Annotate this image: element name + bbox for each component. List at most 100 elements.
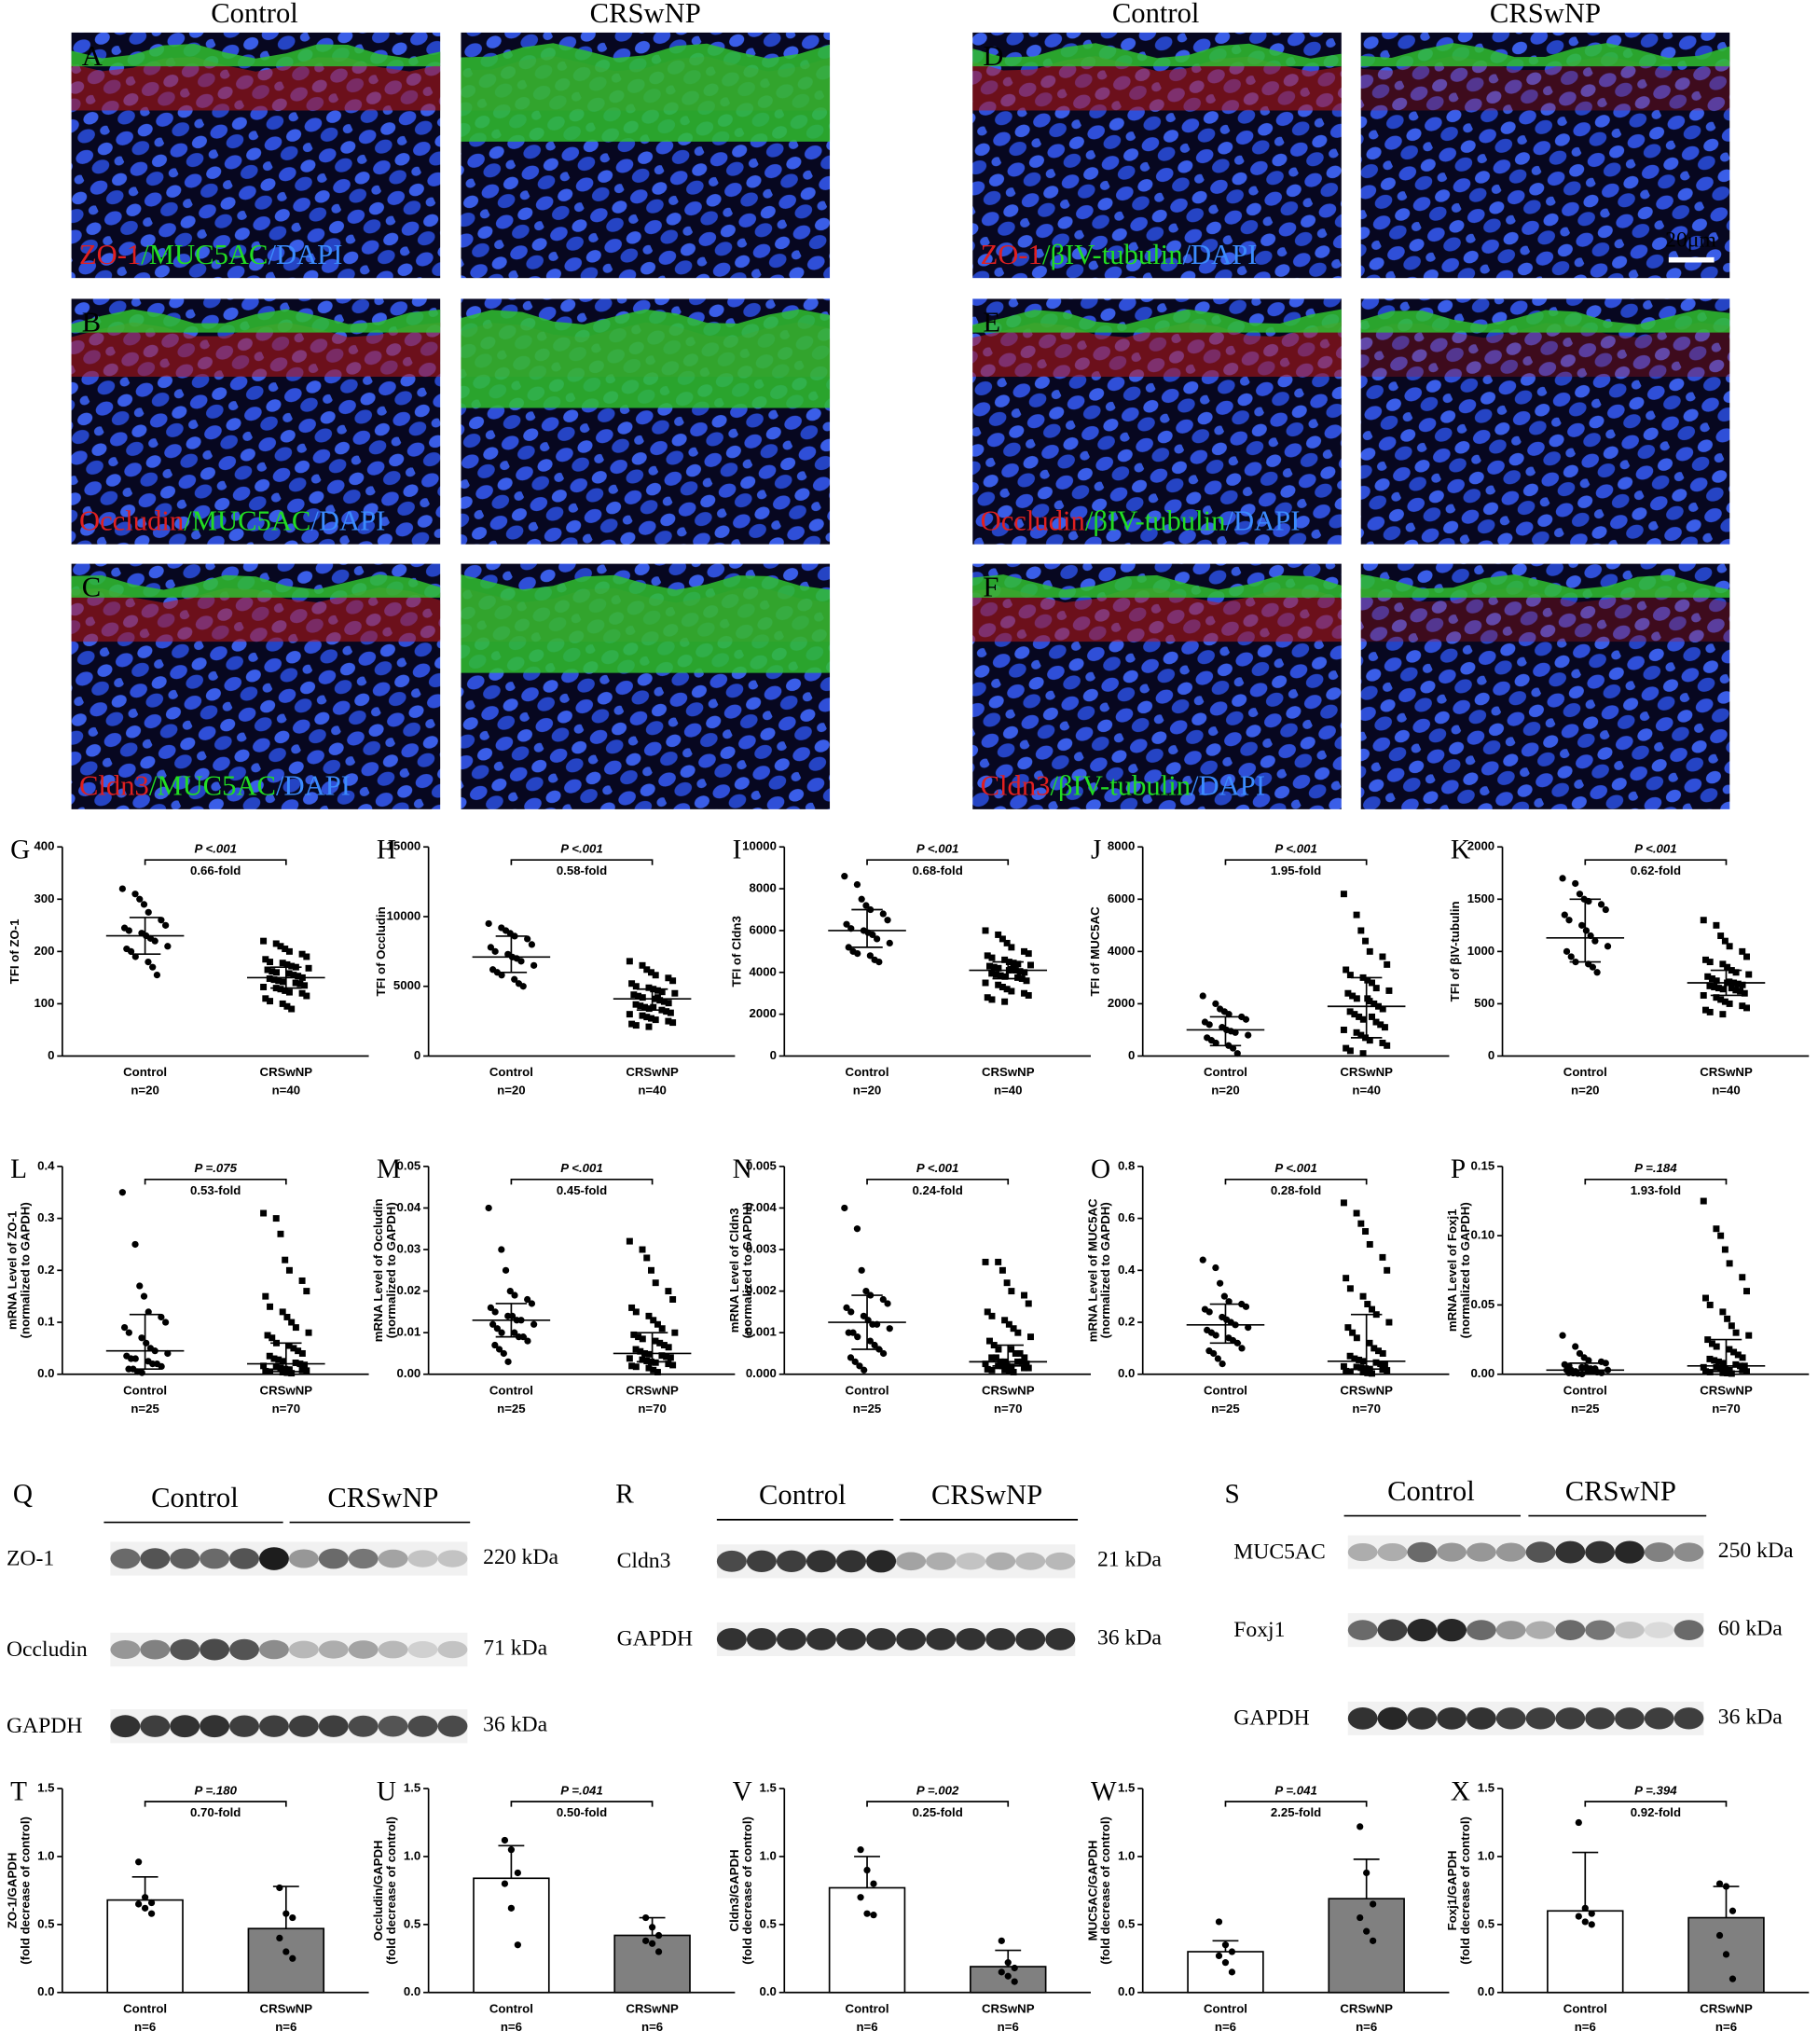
data-point — [1375, 1347, 1382, 1355]
y-tick-label: 0.0 — [37, 1984, 54, 1998]
data-point — [1567, 953, 1575, 960]
n-label: n=6 — [275, 2020, 296, 2034]
stain-part: /DAPI — [276, 770, 351, 802]
data-point — [301, 982, 309, 989]
data-point — [283, 1313, 291, 1320]
data-point — [984, 952, 991, 960]
data-point — [285, 1266, 293, 1274]
size-label: 36 kDa — [483, 1713, 547, 1737]
data-point — [283, 1369, 291, 1376]
size-label: 250 kDa — [1718, 1539, 1794, 1563]
data-point — [282, 987, 289, 994]
data-point — [262, 1367, 269, 1374]
data-point — [639, 1012, 646, 1019]
p-value: P <.001 — [916, 1161, 958, 1175]
x-tick-label: Control — [1204, 1383, 1247, 1397]
significance-bracket — [1224, 1801, 1368, 1807]
x-tick-label: Control — [1563, 1065, 1607, 1079]
data-point — [511, 1291, 518, 1299]
data-point — [1242, 1015, 1250, 1023]
x-tick-label: CRSwNP — [1340, 1383, 1393, 1397]
panel-letter: O — [1091, 1154, 1110, 1184]
data-point — [1357, 1031, 1365, 1039]
range-bar — [1710, 1338, 1742, 1373]
y-tick-label: 6000 — [1108, 891, 1135, 905]
data-point — [493, 1325, 501, 1333]
data-point — [999, 984, 1006, 990]
data-point — [1212, 1039, 1219, 1047]
fold-change: 1.95-fold — [1271, 863, 1321, 877]
x-tick-label: Control — [846, 1383, 889, 1397]
x-tick-label: CRSwNP — [626, 2001, 679, 2015]
data-point — [1025, 991, 1032, 999]
data-point — [1565, 917, 1573, 924]
blot-band — [288, 1549, 319, 1568]
data-point — [1346, 1047, 1354, 1055]
data-point — [665, 1288, 672, 1295]
data-point — [652, 1279, 659, 1287]
x-tick-label: Control — [846, 1065, 889, 1079]
data-point — [303, 992, 310, 1000]
data-point — [1357, 1823, 1364, 1830]
data-point — [1027, 1333, 1034, 1341]
range-bar — [270, 1342, 302, 1373]
micrograph-background — [1360, 298, 1730, 545]
data-point — [1739, 981, 1746, 988]
data-point — [875, 958, 883, 966]
data-point — [301, 1361, 309, 1369]
data-point — [1713, 1363, 1720, 1371]
blot-band — [1644, 1542, 1674, 1563]
blot-band — [1347, 1542, 1378, 1562]
data-point — [275, 977, 282, 985]
data-point — [879, 1349, 888, 1358]
data-point — [866, 1337, 875, 1345]
micrograph-background — [1360, 563, 1730, 809]
data-point — [270, 976, 278, 984]
data-point — [1343, 1275, 1350, 1282]
y-axis-label: (normalized to GAPDH) — [18, 1202, 32, 1338]
green-stain — [71, 574, 441, 598]
panel-letter: X — [1451, 1776, 1470, 1806]
blot-band — [806, 1550, 836, 1573]
data-point — [1221, 1959, 1230, 1967]
data-point — [262, 1292, 269, 1300]
data-point — [1575, 1818, 1582, 1827]
blot-band — [1495, 1621, 1526, 1640]
data-point — [1711, 984, 1718, 990]
blot-band — [318, 1715, 349, 1737]
significance-bracket — [510, 859, 654, 865]
blot-band — [956, 1553, 986, 1570]
data-point — [1728, 1370, 1735, 1377]
blot-band — [1407, 1541, 1438, 1563]
data-point — [1228, 1948, 1236, 1955]
y-axis-label: mRNA Level of Cldn3 — [727, 1208, 741, 1333]
data-point — [1344, 989, 1352, 997]
data-point — [1001, 1317, 1009, 1324]
data-point — [1726, 1000, 1733, 1007]
data-point — [632, 1363, 640, 1371]
blot-band — [956, 1627, 986, 1650]
x-tick-label: Control — [1204, 2001, 1247, 2015]
range-bar — [1350, 976, 1383, 1039]
p-value: P =.041 — [1274, 1783, 1316, 1797]
p-value: P <.001 — [194, 842, 236, 856]
x-tick-label: CRSwNP — [982, 2001, 1035, 2015]
data-point — [1722, 1883, 1730, 1890]
blot-band — [318, 1548, 349, 1569]
data-point — [845, 944, 852, 951]
blot-band — [716, 1627, 747, 1650]
data-point — [988, 996, 996, 1003]
data-point — [120, 1323, 129, 1332]
blot-band — [1495, 1707, 1526, 1730]
data-point — [866, 952, 875, 960]
data-point — [645, 1312, 653, 1319]
data-point — [1739, 1366, 1746, 1374]
data-point — [652, 972, 659, 979]
data-point — [641, 1003, 649, 1011]
p-value: P =.184 — [1634, 1161, 1677, 1175]
micrograph — [972, 298, 1342, 545]
n-label: n=6 — [998, 2020, 1019, 2034]
data-point — [147, 1899, 156, 1907]
data-point — [1702, 1006, 1709, 1014]
n-label: n=70 — [1352, 1402, 1381, 1416]
